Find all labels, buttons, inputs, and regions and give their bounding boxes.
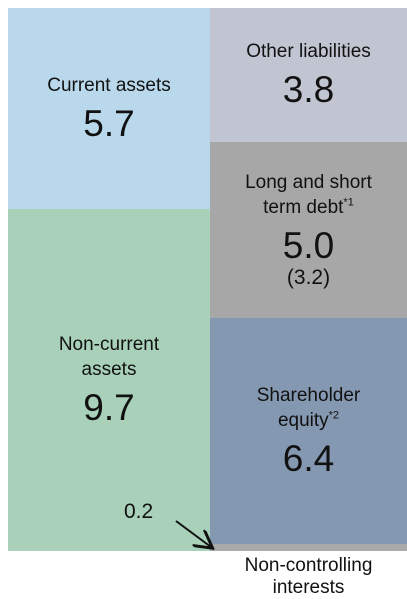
segment-value: 3.8 xyxy=(282,69,335,111)
segment-name-text: Other liabilities xyxy=(246,41,371,63)
arrow xyxy=(175,520,211,547)
segment-name: Other liabilities xyxy=(222,39,395,64)
segment: Shareholder equity*2 6.4 xyxy=(210,318,407,544)
segment-name-text: Current assets xyxy=(47,74,171,96)
segment-value: 9.7 xyxy=(83,386,135,428)
segment-name: Non-current assets xyxy=(8,332,210,382)
segment-value: 6.4 xyxy=(282,438,335,480)
segment: Long and short term debt*1 5.0 (3.2) xyxy=(210,141,407,319)
footnote-mark: *2 xyxy=(328,409,340,422)
segment-name: Current assets xyxy=(23,73,195,98)
segment: Other liabilities 3.8 xyxy=(210,8,407,142)
segment-detail: (3.2) xyxy=(286,266,331,290)
segment-name: Shareholder equity*2 xyxy=(210,383,407,433)
segment-name-text: Non-current assets xyxy=(58,333,160,380)
segment-value: 5.7 xyxy=(83,102,135,144)
segment-name-text: Shareholder equity xyxy=(256,385,361,432)
segment-value: 5.0 xyxy=(282,225,335,267)
segment-value: 0.2 xyxy=(124,499,154,523)
footnote-mark: *1 xyxy=(343,196,354,209)
segment-name: Non-controlling interests xyxy=(244,555,373,598)
segment xyxy=(210,543,407,551)
segment: Current assets 5.7 xyxy=(8,8,210,209)
segment-name: Long and short term debt*1 xyxy=(210,170,407,220)
segment-name-text: Long and short term debt xyxy=(245,172,372,219)
segment: Non-current assets 9.7 xyxy=(8,208,210,551)
